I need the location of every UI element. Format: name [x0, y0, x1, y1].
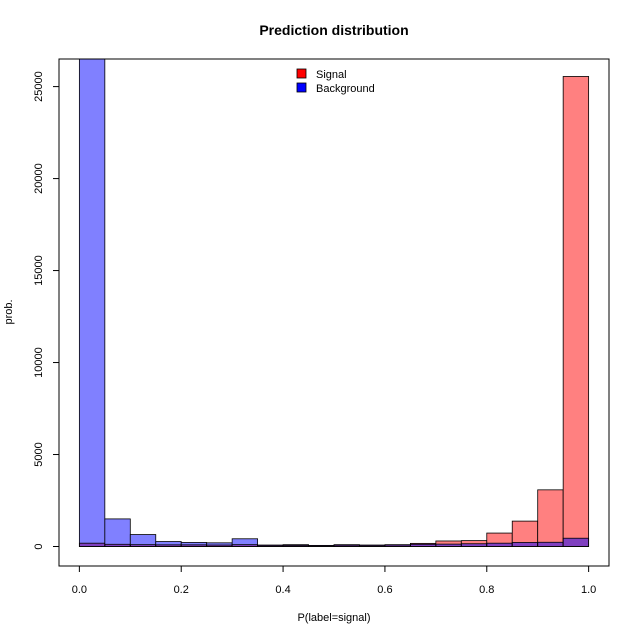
bar-signal-13: [410, 543, 436, 545]
bars-layer: [78, 58, 590, 547]
legend-label-signal: Signal: [316, 69, 347, 81]
bar-overlap-0: [79, 543, 105, 547]
bar-overlap-14: [435, 544, 462, 547]
bar-overlap-13: [410, 544, 436, 547]
bar-overlap-6: [232, 544, 258, 547]
bar-outline-background-2: [129, 534, 157, 547]
bar-overlap-19: [563, 538, 589, 547]
y-tick-label: 0: [33, 543, 45, 549]
legend-label-background: Background: [316, 83, 375, 95]
bar-background-5: [206, 542, 233, 546]
bar-overlap-15: [461, 543, 487, 547]
y-tick-label: 25000: [33, 71, 45, 102]
bar-background-4: [181, 542, 207, 545]
x-tick-label: 1.0: [581, 584, 596, 596]
bar-signal-14: [435, 540, 462, 545]
y-axis-label: prob.: [3, 299, 15, 324]
x-tick-label: 0.0: [72, 584, 87, 596]
bar-overlap-1: [104, 544, 131, 547]
bar-overlap-7: [257, 545, 284, 547]
y-tick-label: 5000: [33, 442, 45, 466]
bar-overlap-4: [181, 544, 207, 547]
plot-frame: [58, 58, 610, 567]
bar-background-2: [130, 534, 156, 545]
x-axis: 0.0 0.2 0.4 0.6 0.8 1.0: [72, 565, 596, 596]
bar-overlap-17: [512, 542, 538, 547]
bar-overlap-3: [155, 544, 182, 547]
bar-signal-15: [461, 540, 487, 544]
bar-background-1: [104, 518, 131, 545]
legend: Signal Background: [296, 68, 375, 95]
y-tick-label: 15000: [33, 255, 45, 286]
bar-background-6: [232, 538, 258, 545]
y-tick-label: 10000: [33, 347, 45, 378]
bar-overlap-11: [359, 545, 385, 547]
bar-overlap-2: [130, 544, 156, 547]
x-tick-label: 0.8: [479, 584, 494, 596]
bar-outline-background-19: [562, 537, 590, 547]
bar-background-3: [155, 541, 182, 545]
legend-swatch-signal: [296, 68, 307, 79]
bar-outline-background-6: [231, 538, 259, 547]
bar-background-0: [79, 59, 105, 544]
y-tick-label: 20000: [33, 163, 45, 194]
bar-overlap-16: [486, 543, 513, 547]
bar-signal-17: [512, 521, 538, 543]
bar-overlap-8: [283, 545, 309, 547]
legend-swatch-background: [296, 82, 307, 93]
chart-title: Prediction distribution: [259, 22, 408, 38]
x-tick-label: 0.4: [275, 584, 290, 596]
bar-signal-18: [537, 489, 564, 543]
y-axis: 0 5000 10000 15000 20000 25000: [33, 71, 60, 550]
x-tick-label: 0.2: [174, 584, 189, 596]
bar-overlap-18: [537, 542, 564, 547]
bar-overlap-10: [334, 545, 360, 547]
bar-overlap-9: [308, 545, 334, 547]
bar-outline-background-1: [104, 518, 131, 547]
bar-signal-16: [486, 533, 513, 544]
bar-overlap-5: [206, 545, 233, 547]
bar-overlap-12: [384, 545, 411, 547]
x-tick-label: 0.6: [377, 584, 392, 596]
bar-signal-19: [563, 76, 589, 539]
x-axis-label: P(label=signal): [297, 612, 370, 624]
